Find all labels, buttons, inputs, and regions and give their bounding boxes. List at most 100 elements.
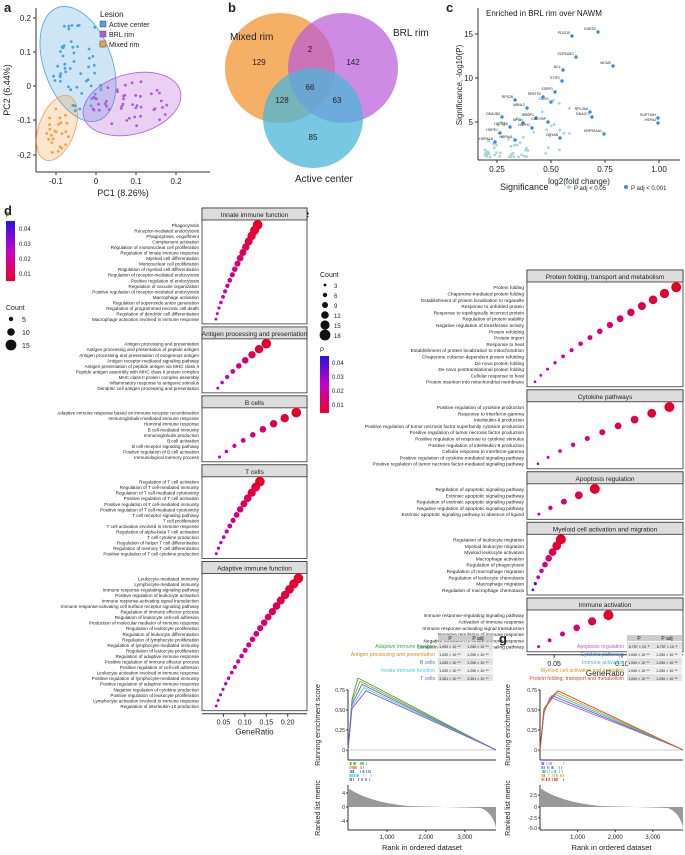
- term-label: Positive regulation of T cell-mediated c…: [100, 507, 200, 512]
- section-box: [526, 269, 684, 388]
- term-label: Myeloid leukocyte migration: [465, 544, 525, 550]
- table-p: 3.361 × 10⁻¹⁰: [439, 677, 461, 681]
- pca-point: [67, 27, 71, 31]
- dot: [627, 308, 635, 317]
- term-label: Positive regulation of tumor necrosis fa…: [373, 462, 525, 468]
- term-label: Regulation of lymphocyte-mediated immuni…: [107, 643, 199, 648]
- term-label: Phagocytosis, engulfment: [146, 234, 199, 239]
- pca-point: [65, 121, 69, 125]
- volcano-sig-point: [588, 110, 592, 114]
- pca-point: [50, 133, 53, 137]
- table-col-p: P: [448, 636, 452, 642]
- dot: [236, 254, 244, 262]
- term-label: Regulation of myeloid cell differentiati…: [118, 267, 200, 272]
- size-legend-dot: [323, 283, 327, 287]
- volcano-point: [558, 128, 562, 132]
- panel-letter-c: c: [446, 0, 454, 15]
- table-row: [627, 650, 682, 657]
- pca-point: [56, 64, 60, 68]
- rank-axis-title: Ranked list metric: [315, 780, 322, 836]
- term-label: Regulation of macrophage migration: [447, 569, 525, 575]
- dot: [225, 283, 230, 288]
- dot: [268, 608, 276, 616]
- table-row: [438, 650, 493, 657]
- term-label: Macrophage migration: [476, 582, 524, 588]
- pca-point: [48, 123, 51, 127]
- pca-point: [63, 66, 67, 70]
- term-label: Immunoglobulin production: [144, 433, 200, 438]
- pca-point: [163, 113, 167, 116]
- volcano-point: [515, 143, 519, 147]
- term-label: Interleukin-8 production: [474, 418, 524, 424]
- volcano-sig-point: [574, 55, 578, 59]
- section-header: [526, 521, 684, 535]
- pca-point: [160, 99, 163, 103]
- table-p: 8.757 × 10⁻⁸: [629, 645, 650, 649]
- ellipse-active-center: [39, 6, 117, 122]
- x-tick-label: 0.10: [615, 661, 629, 668]
- pca-point: [64, 70, 67, 74]
- es-curve: [347, 690, 497, 751]
- pca-point: [123, 93, 127, 97]
- table-p: 1.000 × 10⁻¹⁰: [439, 653, 461, 657]
- pca-point: [93, 25, 97, 29]
- term-label: Positive regulation of B cell activation: [123, 449, 199, 454]
- dot: [560, 498, 567, 505]
- volcano-sig-point: [558, 136, 562, 140]
- dot: [216, 546, 220, 550]
- dot: [276, 596, 285, 605]
- term-label: Antigen processing and presentation of p…: [87, 347, 200, 352]
- venn-count: 128: [275, 96, 289, 105]
- term-label: Positive regulation of interleukin-8 pro…: [428, 443, 524, 449]
- table-padj: 1.250 × 10⁻¹⁰: [656, 661, 678, 665]
- section-header: [526, 597, 684, 611]
- dot: [229, 670, 234, 675]
- dot: [637, 302, 646, 311]
- volcano-point: [522, 113, 525, 117]
- volcano-point: [520, 153, 523, 157]
- dot: [533, 582, 537, 586]
- legend-label: Mixed rim: [109, 42, 140, 49]
- dot: [537, 645, 541, 649]
- volcano-point: [485, 150, 489, 154]
- pca-point: [139, 105, 143, 109]
- term-label: Positive regulation of tumor necrosis fa…: [410, 430, 525, 436]
- pca-point: [53, 129, 57, 133]
- pca-point: [67, 24, 71, 28]
- volcano-sig-point: [570, 34, 574, 38]
- gene-label: RPS26: [502, 95, 513, 99]
- section-header: [201, 561, 308, 574]
- dot: [648, 295, 658, 305]
- y-tick-label: 10: [464, 74, 473, 83]
- table-col-p: P: [637, 636, 641, 642]
- dot: [241, 357, 249, 364]
- volcano-sig-point: [508, 125, 512, 129]
- table-col-padj: P adj: [472, 636, 483, 642]
- table-p: 1.000 × 10⁻¹⁰: [439, 645, 461, 649]
- pca-point: [63, 24, 66, 28]
- pca-point: [59, 79, 62, 83]
- y-tick-label: 0: [534, 748, 537, 754]
- pca-point: [99, 84, 103, 88]
- table-p: 1.000 × 10⁻¹⁰: [628, 677, 650, 681]
- pca-point: [134, 106, 138, 110]
- dot: [671, 282, 682, 293]
- term-label: Positive regulation of T cell-mediated i…: [104, 502, 200, 507]
- section-title: Adaptive immune function: [217, 566, 292, 573]
- table-padj: 1.250 × 10⁻¹⁰: [656, 677, 678, 681]
- pca-point: [105, 104, 108, 108]
- x-axis-title: log2(fold change): [548, 177, 610, 186]
- es-curve: [347, 687, 497, 751]
- gene-label: HSPA4: [644, 118, 656, 122]
- volcano-sig-point: [513, 98, 517, 102]
- dot: [239, 249, 247, 256]
- dot: [280, 590, 290, 600]
- dot: [548, 548, 557, 556]
- dot: [533, 380, 537, 383]
- dot: [226, 676, 231, 680]
- term-label: Regulation of interleukin-10 production: [120, 704, 199, 709]
- pca-point: [122, 97, 125, 101]
- size-legend-dot: [319, 329, 331, 341]
- table-row: [627, 674, 682, 681]
- dot: [240, 438, 246, 443]
